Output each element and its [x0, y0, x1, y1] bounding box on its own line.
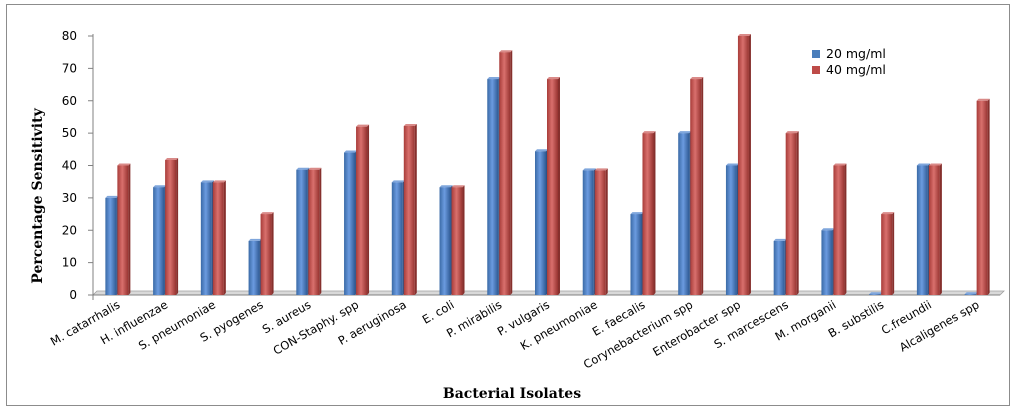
- legend-label: 40 mg/ml: [826, 62, 886, 77]
- y-tick-label: 70: [62, 61, 77, 75]
- y-tick-label: 10: [62, 256, 77, 270]
- bar-20mg: [773, 238, 787, 295]
- y-tick-label: 30: [62, 191, 77, 205]
- bars: [105, 34, 990, 296]
- y-tick-labels: 0 10 20 30 40 50 60 70 80: [62, 29, 93, 302]
- bar-20mg: [869, 292, 883, 295]
- legend-label: 20 mg/ml: [826, 46, 886, 61]
- bar-20mg: [439, 185, 453, 295]
- bar-40mg: [547, 77, 560, 295]
- bar-20mg: [296, 167, 310, 295]
- x-axis-title: Bacterial Isolates: [443, 386, 581, 402]
- bar-20mg: [916, 163, 930, 295]
- bar-20mg: [200, 180, 214, 295]
- y-tick-label: 50: [62, 126, 77, 140]
- y-tick-label: 40: [62, 159, 77, 173]
- y-tick-label: 80: [62, 29, 77, 43]
- bar-40mg: [833, 163, 847, 295]
- bar-20mg: [248, 238, 262, 295]
- bar-40mg: [737, 34, 751, 295]
- chart-frame: [6, 4, 1010, 406]
- x-category-label: E. coli: [420, 297, 457, 326]
- bar-20mg: [535, 149, 548, 295]
- y-tick-label: 0: [69, 288, 77, 302]
- bar-40mg: [260, 212, 274, 295]
- axes: [92, 34, 1000, 300]
- bar-40mg: [356, 124, 370, 296]
- bar-40mg: [403, 124, 417, 295]
- bar-40mg: [451, 185, 465, 295]
- bar-20mg: [964, 292, 978, 295]
- y-tick-label: 60: [62, 94, 77, 108]
- bar-40mg: [165, 157, 179, 295]
- bar-40mg: [308, 167, 322, 295]
- bar-40mg: [212, 180, 226, 295]
- y-tick-label: 20: [62, 223, 77, 237]
- bar-20mg: [582, 168, 596, 295]
- bar-20mg: [678, 131, 692, 295]
- bar-20mg: [344, 150, 358, 295]
- bar-40mg: [117, 163, 131, 295]
- bar-40mg: [928, 163, 942, 295]
- legend-swatch: [812, 66, 820, 74]
- bar-20mg: [105, 195, 119, 295]
- bar-40mg: [642, 131, 656, 295]
- bar-40mg: [881, 212, 895, 295]
- bar-20mg: [391, 180, 405, 295]
- bar-20mg: [821, 228, 835, 295]
- bar-20mg: [153, 185, 167, 295]
- bar-40mg: [785, 131, 799, 295]
- x-category-label: CON-Staphy. spp: [271, 297, 361, 357]
- x-category-label: Alcaligenes spp: [897, 297, 982, 354]
- y-axis-title: Percentage Sensitivity: [30, 107, 46, 283]
- bar-20mg: [725, 163, 739, 295]
- bar-40mg: [690, 77, 704, 295]
- bar-40mg: [499, 50, 513, 295]
- bar-20mg: [487, 77, 501, 295]
- bar-40mg: [976, 98, 990, 295]
- legend-swatch: [812, 50, 820, 58]
- bar-20mg: [630, 212, 644, 295]
- bar-40mg: [594, 168, 608, 295]
